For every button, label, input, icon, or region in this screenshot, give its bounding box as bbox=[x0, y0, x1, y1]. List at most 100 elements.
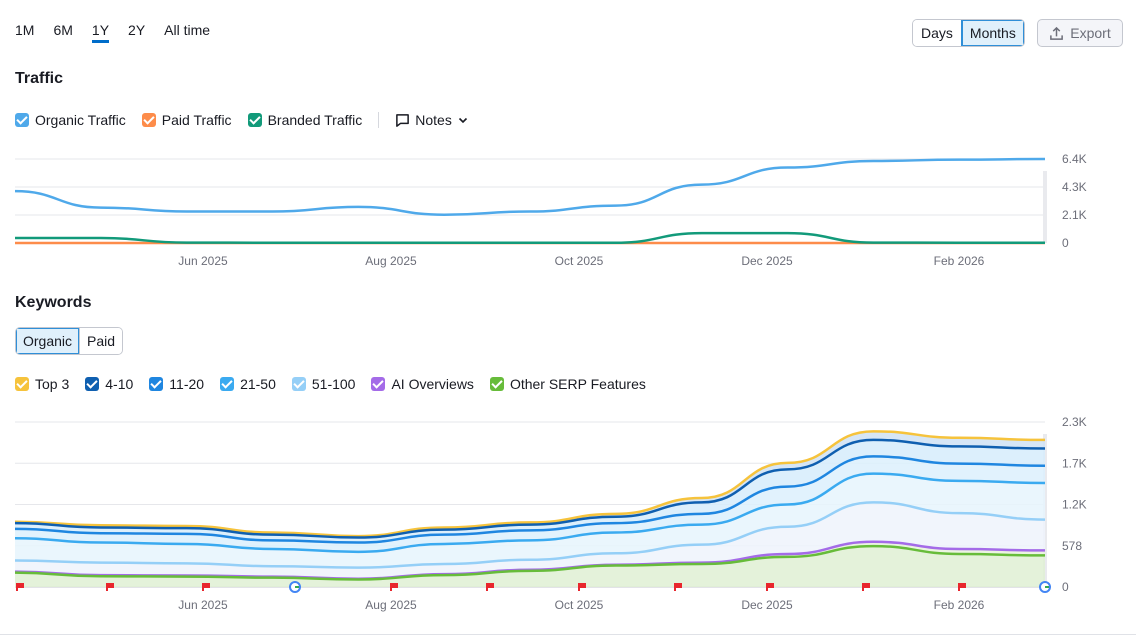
x-tick-label: Oct 2025 bbox=[555, 254, 604, 268]
checkbox-icon bbox=[220, 377, 235, 391]
x-tick-label: Feb 2026 bbox=[934, 598, 985, 612]
series-line-other-serp-features bbox=[14, 544, 1046, 581]
keywords-type-tabs: Organic Paid bbox=[15, 327, 124, 355]
checkbox-icon bbox=[149, 377, 164, 391]
x-tick-label: Oct 2025 bbox=[555, 598, 604, 612]
legend-4-10[interactable]: 4-10 bbox=[85, 376, 133, 392]
checkbox-icon bbox=[15, 377, 29, 391]
google-update-icon bbox=[289, 581, 301, 593]
series-line-branded-traffic bbox=[14, 231, 1045, 244]
flag-icon bbox=[390, 583, 398, 591]
flag-cloth bbox=[959, 583, 966, 588]
x-tick-label: Jun 2025 bbox=[178, 598, 228, 612]
legend-label: AI Overviews bbox=[391, 376, 474, 392]
flag-icon bbox=[766, 583, 774, 591]
checkbox-icon bbox=[85, 377, 100, 391]
upload-icon bbox=[1050, 26, 1064, 40]
granularity-toggle: Days Months bbox=[912, 19, 1025, 47]
legend-organic-traffic[interactable]: Organic Traffic bbox=[15, 112, 126, 128]
export-label: Export bbox=[1070, 25, 1111, 41]
days-button[interactable]: Days bbox=[913, 20, 961, 46]
legend-51-100[interactable]: 51-100 bbox=[291, 376, 356, 392]
x-tick-label: Feb 2026 bbox=[934, 254, 985, 268]
comment-icon bbox=[396, 113, 410, 127]
flag-cloth bbox=[487, 583, 494, 588]
flag-icon bbox=[16, 583, 24, 591]
legend-label: Other SERP Features bbox=[509, 376, 646, 392]
notes-label: Notes bbox=[415, 112, 452, 128]
period-tab-1m[interactable]: 1M bbox=[15, 22, 35, 38]
flag-cloth bbox=[17, 583, 24, 588]
flag-icon bbox=[578, 583, 586, 591]
flag-icon bbox=[106, 583, 114, 591]
chart-edge-bar bbox=[1043, 171, 1047, 243]
period-tab-all-time[interactable]: All time bbox=[164, 22, 211, 38]
flag-cloth bbox=[863, 583, 870, 588]
legend-label: Paid Traffic bbox=[161, 112, 232, 128]
period-tab-2y[interactable]: 2Y bbox=[128, 22, 146, 38]
y-tick-label: 2.3K bbox=[1062, 415, 1087, 429]
series-line-organic-traffic bbox=[14, 157, 1046, 217]
area-fill-21-50 bbox=[15, 473, 1045, 568]
legend-top-3[interactable]: Top 3 bbox=[15, 376, 69, 392]
y-tick-label: 4.3K bbox=[1062, 180, 1087, 194]
legend-label: 4-10 bbox=[105, 376, 134, 392]
y-tick-label: 0 bbox=[1062, 236, 1069, 250]
period-tabs: 1M 6M 1Y 2Y All time bbox=[15, 22, 229, 43]
legend-label: Organic Traffic bbox=[35, 112, 126, 128]
legend-label: 21-50 bbox=[240, 376, 276, 392]
checkbox-icon bbox=[15, 113, 29, 127]
months-button[interactable]: Months bbox=[960, 20, 1024, 46]
flag-icon bbox=[958, 583, 966, 591]
checkbox-icon bbox=[489, 377, 504, 391]
y-tick-label: 0 bbox=[1062, 580, 1069, 594]
flag-icon bbox=[862, 583, 870, 591]
period-tab-1y[interactable]: 1Y bbox=[91, 22, 110, 43]
series-line-51-100 bbox=[14, 501, 1046, 569]
checkbox-icon bbox=[291, 377, 306, 391]
export-button[interactable]: Export bbox=[1037, 19, 1123, 47]
series-line-21-50 bbox=[14, 472, 1046, 554]
legend-branded-traffic[interactable]: Branded Traffic bbox=[247, 112, 363, 128]
legend-label: 51-100 bbox=[311, 376, 356, 392]
keywords-chart: 2.3K 1.7K 1.2K 578 0 Jun 2025 Aug 2025 Oct 2025… bbox=[14, 415, 1087, 612]
legend-ai-overviews[interactable]: AI Overviews bbox=[371, 376, 474, 392]
x-tick-label: Dec 2025 bbox=[741, 598, 793, 612]
checkbox-icon bbox=[247, 113, 262, 127]
area-fill-other-serp-features bbox=[15, 546, 1045, 587]
x-tick-label: Aug 2025 bbox=[365, 598, 417, 612]
traffic-title: Traffic bbox=[15, 70, 64, 87]
traffic-chart: 6.4K 4.3K 2.1K 0 Jun 2025 Aug 2025 Oct 2025 Dec… bbox=[14, 152, 1087, 268]
x-tick-label: Aug 2025 bbox=[365, 254, 417, 268]
period-tab-6m[interactable]: 6M bbox=[53, 22, 73, 38]
tab-paid[interactable]: Paid bbox=[79, 328, 123, 354]
tab-organic[interactable]: Organic bbox=[16, 328, 80, 354]
y-tick-label: 1.7K bbox=[1062, 456, 1087, 470]
notes-dropdown[interactable]: Notes bbox=[378, 112, 469, 128]
legend-21-50[interactable]: 21-50 bbox=[220, 376, 276, 392]
flag-icon bbox=[486, 583, 494, 591]
flag-cloth bbox=[391, 583, 398, 588]
series-line-top-3 bbox=[14, 430, 1046, 538]
flag-cloth bbox=[107, 583, 114, 588]
checkbox-icon bbox=[371, 377, 386, 391]
y-tick-label: 1.2K bbox=[1062, 498, 1087, 512]
legend-label: Top 3 bbox=[35, 376, 70, 392]
x-tick-label: Jun 2025 bbox=[178, 254, 228, 268]
keywords-legend: Top 3 4-10 11-20 21-50 51-100 AI Overviews Oth… bbox=[15, 376, 662, 392]
legend-label: 11-20 bbox=[169, 376, 205, 392]
keywords-title: Keywords bbox=[15, 294, 92, 311]
traffic-legend: Organic Traffic Paid Traffic Branded Tra… bbox=[15, 112, 469, 128]
flag-icon bbox=[674, 583, 682, 591]
legend-other-serp-features[interactable]: Other SERP Features bbox=[489, 376, 646, 392]
bottom-divider bbox=[0, 634, 1136, 635]
legend-label: Branded Traffic bbox=[267, 112, 363, 128]
flag-cloth bbox=[767, 583, 774, 588]
legend-paid-traffic[interactable]: Paid Traffic bbox=[141, 112, 232, 128]
series-line-4-10 bbox=[14, 438, 1046, 539]
y-tick-label: 578 bbox=[1062, 539, 1082, 553]
series-line-11-20 bbox=[14, 455, 1046, 544]
google-update-icon bbox=[1039, 581, 1051, 593]
legend-11-20[interactable]: 11-20 bbox=[149, 376, 204, 392]
y-tick-label: 6.4K bbox=[1062, 152, 1087, 166]
